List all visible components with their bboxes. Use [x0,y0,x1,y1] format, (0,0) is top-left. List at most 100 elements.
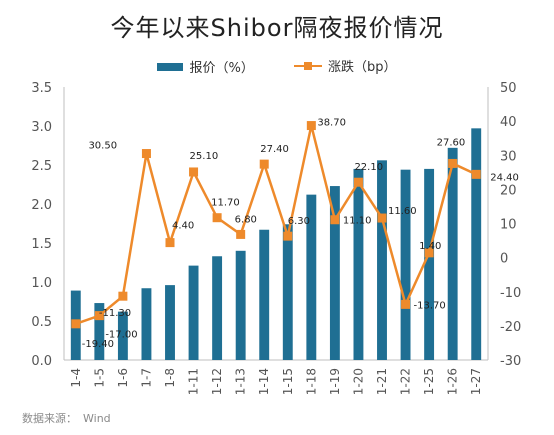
bar [94,303,105,360]
y-right-tick-label: 40 [500,115,517,130]
x-tick-label: 1-26 [446,368,460,395]
x-tick-label: 1-19 [328,368,342,395]
line-series [75,125,477,326]
data-label: -11.30 [99,308,131,319]
data-label: 25.10 [190,151,219,162]
source-value: Wind [83,412,111,425]
line-point [212,213,222,223]
x-tick-label: 1-12 [210,368,224,395]
y-right-tick-label: 30 [500,149,517,164]
data-label: 30.50 [88,141,117,152]
data-label: 24.40 [490,172,519,183]
bar [141,288,152,360]
bar [424,168,435,360]
legend-label-bar: 报价（%） [189,61,254,76]
x-tick-label: 1-15 [281,368,295,395]
data-label: 11.60 [388,206,417,217]
x-tick-label: 1-27 [469,368,483,395]
bar [400,169,411,360]
y-right-tick-label: 50 [500,81,517,96]
x-tick-label: 1-7 [139,368,153,388]
y-left-tick-label: 3.5 [31,81,52,96]
x-tick-label: 1-11 [187,368,201,395]
line-point [165,238,175,248]
y-right-tick-label: 20 [500,183,517,198]
line-point [189,167,199,177]
y-right-tick-label: -30 [500,354,521,369]
y-left-tick-label: 2.0 [31,198,52,213]
data-label: 6.30 [288,216,310,227]
y-left-tick-label: 3.0 [31,120,52,135]
chart-title: 今年以来Shibor隔夜报价情况 [110,14,444,42]
y-right-tick-label: 0 [500,252,508,267]
bar [377,160,387,360]
x-tick-label: 1-8 [163,368,177,388]
bar [188,265,199,360]
line-point [259,159,269,169]
y-left-tick-label: 0.0 [31,354,52,369]
bar [212,256,223,360]
line-point [306,121,316,131]
line-point [94,311,104,321]
x-tick-label: 1-22 [399,368,413,395]
bar [165,285,175,360]
line-point [236,229,246,239]
line-point [283,231,293,241]
source-note: 数据来源： Wind [22,410,117,426]
data-label: 1.40 [419,241,441,252]
legend-item-bar: 报价（%） [157,57,254,76]
x-tick-label: 1-14 [257,368,271,395]
x-tick-label: 1-20 [351,368,365,395]
data-label: -13.70 [414,300,446,311]
line-point [353,177,363,187]
y-left-tick-label: 2.5 [31,159,52,174]
x-tick-label: 1-21 [375,368,389,395]
x-tick-label: 1-5 [92,368,106,388]
bar [329,186,340,360]
line-point [71,319,81,329]
x-tick-label: 1-4 [69,368,83,388]
legend-bar-swatch [157,62,184,71]
legend: 报价（%） 涨跌（bp） [0,56,554,76]
y-left-tick-label: 0.5 [31,315,52,330]
bar [235,250,246,360]
line-point [118,291,128,301]
y-right-tick-label: 10 [500,218,517,233]
x-tick-label: 1-18 [304,368,318,395]
bar [282,224,293,360]
data-label: 6.80 [235,214,257,225]
data-label: 4.40 [172,221,194,232]
y-right-tick-label: -10 [500,286,521,301]
line-point [377,213,387,223]
y-left-tick-label: 1.0 [31,276,52,291]
data-label: 27.60 [437,137,466,148]
data-label: 38.70 [317,118,346,129]
line-point [471,169,481,179]
data-label: 11.70 [211,198,240,209]
bar [259,229,270,360]
bar [353,168,364,360]
line-point [141,149,151,159]
x-tick-label: 1-25 [422,368,436,395]
x-tick-label: 1-13 [234,368,248,395]
bar [447,147,458,360]
data-label: -19.40 [82,339,114,350]
legend-item-line: 涨跌（bp） [293,56,397,75]
source-label: 数据来源： [22,412,77,425]
data-label: -17.00 [105,330,137,341]
y-left-tick-label: 1.5 [31,237,52,252]
line-point [330,215,340,225]
line-point [401,299,411,309]
x-tick-label: 1-6 [116,368,130,388]
bar [117,311,128,360]
data-label: 27.40 [260,144,289,155]
bar [471,128,482,360]
line-point [424,248,434,258]
bar [306,194,317,360]
data-label: 11.10 [343,216,372,227]
data-label: 22.10 [354,162,383,173]
line-point [448,158,458,168]
legend-label-line: 涨跌（bp） [327,60,397,75]
legend-line-swatch [293,61,322,71]
